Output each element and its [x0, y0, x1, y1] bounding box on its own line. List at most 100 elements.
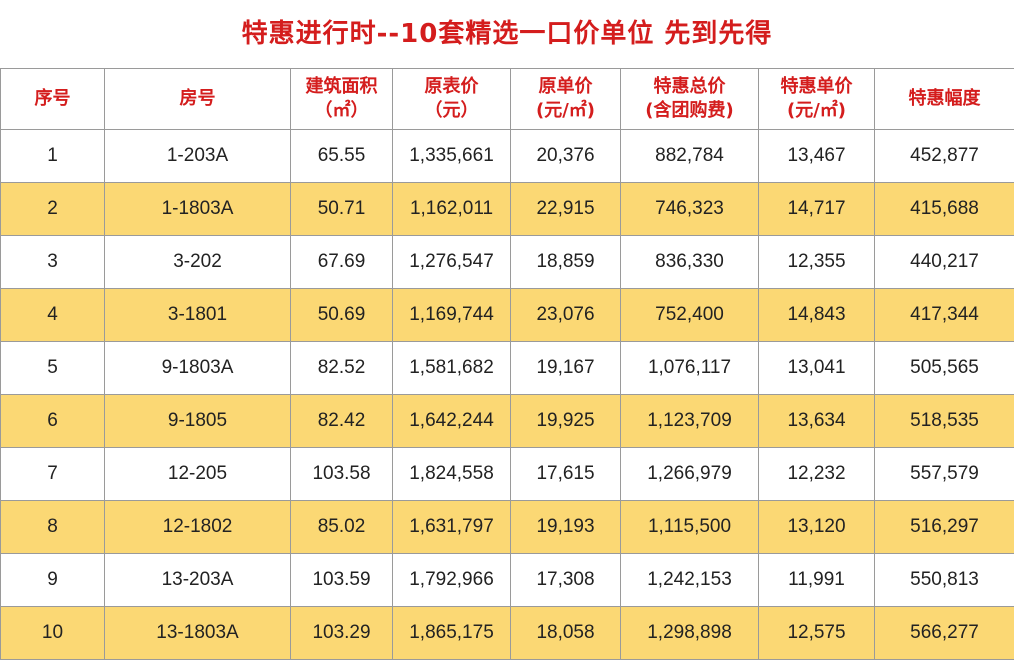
page-title: 特惠进行时--10套精选一口价单位 先到先得 — [241, 19, 773, 49]
cell-original-unit-price: 19,193 — [510, 500, 621, 554]
cell-unit-number: 13-203A — [104, 553, 291, 607]
table-row: 10 13-1803A 103.29 1,865,175 18,058 1,298,898… — [0, 606, 1014, 660]
cell-index: 9 — [0, 553, 105, 607]
cell-index: 1 — [0, 129, 105, 183]
header-index: 序号 — [0, 68, 105, 130]
cell-discount: 550,813 — [874, 553, 1014, 607]
cell-special-total: 1,123,709 — [620, 394, 759, 448]
cell-area: 50.69 — [290, 288, 393, 342]
cell-area: 85.02 — [290, 500, 393, 554]
cell-area: 103.29 — [290, 606, 393, 660]
cell-index: 5 — [0, 341, 105, 395]
cell-area: 103.58 — [290, 447, 393, 501]
cell-discount: 440,217 — [874, 235, 1014, 289]
cell-original-total: 1,581,682 — [392, 341, 511, 395]
table-row: 8 12-1802 85.02 1,631,797 19,193 1,115,500 13,… — [0, 500, 1014, 554]
cell-original-unit-price: 17,308 — [510, 553, 621, 607]
header-unit-number: 房号 — [104, 68, 291, 130]
table-row: 7 12-205 103.58 1,824,558 17,615 1,266,979 12,… — [0, 447, 1014, 501]
cell-special-unit-price: 12,575 — [758, 606, 875, 660]
cell-unit-number: 1-1803A — [104, 182, 291, 236]
cell-special-total: 1,266,979 — [620, 447, 759, 501]
cell-unit-number: 12-205 — [104, 447, 291, 501]
cell-index: 4 — [0, 288, 105, 342]
header-original-unit-price: 原单价 (元/㎡) — [510, 68, 621, 130]
table-row: 4 3-1801 50.69 1,169,744 23,076 752,400 14,843… — [0, 288, 1014, 342]
cell-special-total: 1,115,500 — [620, 500, 759, 554]
cell-original-total: 1,631,797 — [392, 500, 511, 554]
cell-discount: 452,877 — [874, 129, 1014, 183]
header-area: 建筑面积 （㎡） — [290, 68, 393, 130]
cell-special-unit-price: 12,355 — [758, 235, 875, 289]
cell-discount: 557,579 — [874, 447, 1014, 501]
cell-index: 2 — [0, 182, 105, 236]
table-row: 3 3-202 67.69 1,276,547 18,859 836,330 12,355 4… — [0, 235, 1014, 289]
cell-original-total: 1,642,244 — [392, 394, 511, 448]
cell-special-unit-price: 13,634 — [758, 394, 875, 448]
cell-unit-number: 12-1802 — [104, 500, 291, 554]
header-original-total: 原表价 （元） — [392, 68, 511, 130]
cell-area: 65.55 — [290, 129, 393, 183]
table-row: 2 1-1803A 50.71 1,162,011 22,915 746,323 14,71… — [0, 182, 1014, 236]
cell-special-total: 882,784 — [620, 129, 759, 183]
cell-special-unit-price: 13,467 — [758, 129, 875, 183]
cell-area: 82.42 — [290, 394, 393, 448]
cell-original-total: 1,276,547 — [392, 235, 511, 289]
cell-original-total: 1,865,175 — [392, 606, 511, 660]
cell-discount: 566,277 — [874, 606, 1014, 660]
cell-index: 8 — [0, 500, 105, 554]
cell-original-unit-price: 18,058 — [510, 606, 621, 660]
cell-original-total: 1,335,661 — [392, 129, 511, 183]
cell-discount: 516,297 — [874, 500, 1014, 554]
cell-original-total: 1,162,011 — [392, 182, 511, 236]
cell-original-total: 1,169,744 — [392, 288, 511, 342]
table-body: 1 1-203A 65.55 1,335,661 20,376 882,784 13,467… — [0, 129, 1014, 660]
cell-discount: 505,565 — [874, 341, 1014, 395]
cell-original-total: 1,792,966 — [392, 553, 511, 607]
cell-original-unit-price: 23,076 — [510, 288, 621, 342]
price-table: 序号 房号 建筑面积 （㎡） 原表价 （元） 原单价 (元/㎡) 特惠总价 (含团购费)… — [0, 68, 1014, 660]
cell-special-unit-price: 12,232 — [758, 447, 875, 501]
cell-special-unit-price: 14,843 — [758, 288, 875, 342]
table-row: 9 13-203A 103.59 1,792,966 17,308 1,242,153 11… — [0, 553, 1014, 607]
cell-original-total: 1,824,558 — [392, 447, 511, 501]
cell-index: 3 — [0, 235, 105, 289]
cell-index: 10 — [0, 606, 105, 660]
cell-area: 50.71 — [290, 182, 393, 236]
cell-original-unit-price: 18,859 — [510, 235, 621, 289]
cell-special-total: 1,242,153 — [620, 553, 759, 607]
cell-index: 6 — [0, 394, 105, 448]
cell-special-total: 836,330 — [620, 235, 759, 289]
cell-original-unit-price: 19,925 — [510, 394, 621, 448]
cell-index: 7 — [0, 447, 105, 501]
header-special-unit-price: 特惠单价 (元/㎡) — [758, 68, 875, 130]
cell-unit-number: 3-202 — [104, 235, 291, 289]
cell-special-total: 1,076,117 — [620, 341, 759, 395]
cell-unit-number: 9-1803A — [104, 341, 291, 395]
cell-special-total: 752,400 — [620, 288, 759, 342]
table-row: 6 9-1805 82.42 1,642,244 19,925 1,123,709 13,6… — [0, 394, 1014, 448]
cell-unit-number: 9-1805 — [104, 394, 291, 448]
cell-unit-number: 3-1801 — [104, 288, 291, 342]
cell-area: 103.59 — [290, 553, 393, 607]
table-row: 5 9-1803A 82.52 1,581,682 19,167 1,076,117 13,… — [0, 341, 1014, 395]
cell-discount: 417,344 — [874, 288, 1014, 342]
cell-special-unit-price: 13,120 — [758, 500, 875, 554]
header-discount: 特惠幅度 — [874, 68, 1014, 130]
cell-area: 82.52 — [290, 341, 393, 395]
cell-discount: 518,535 — [874, 394, 1014, 448]
header-special-total: 特惠总价 (含团购费) — [620, 68, 759, 130]
cell-original-unit-price: 20,376 — [510, 129, 621, 183]
cell-original-unit-price: 19,167 — [510, 341, 621, 395]
cell-special-total: 746,323 — [620, 182, 759, 236]
cell-special-total: 1,298,898 — [620, 606, 759, 660]
table-header-row: 序号 房号 建筑面积 （㎡） 原表价 （元） 原单价 (元/㎡) 特惠总价 (含团购费)… — [0, 68, 1014, 130]
cell-original-unit-price: 17,615 — [510, 447, 621, 501]
cell-area: 67.69 — [290, 235, 393, 289]
cell-special-unit-price: 13,041 — [758, 341, 875, 395]
cell-special-unit-price: 11,991 — [758, 553, 875, 607]
table-row: 1 1-203A 65.55 1,335,661 20,376 882,784 13,467… — [0, 129, 1014, 183]
cell-special-unit-price: 14,717 — [758, 182, 875, 236]
cell-discount: 415,688 — [874, 182, 1014, 236]
cell-unit-number: 1-203A — [104, 129, 291, 183]
